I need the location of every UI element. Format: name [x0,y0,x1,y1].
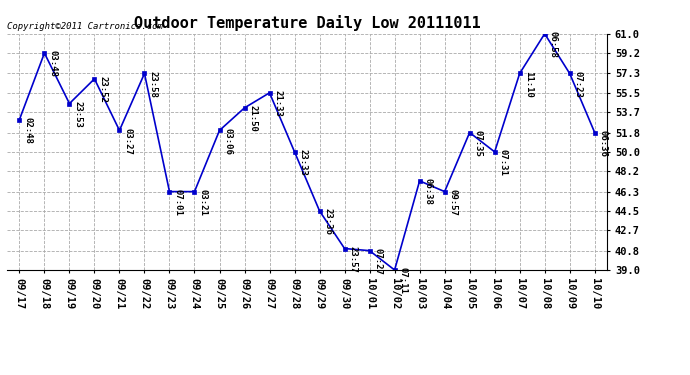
Text: 07:01: 07:01 [174,189,183,216]
Text: 03:48: 03:48 [48,50,57,77]
Text: 03:21: 03:21 [199,189,208,216]
Text: 02:48: 02:48 [23,117,32,144]
Text: 07:11: 07:11 [399,267,408,294]
Text: 03:06: 03:06 [224,128,233,154]
Text: 23:33: 23:33 [299,149,308,176]
Text: Copyright©2011 Cartronics.com: Copyright©2011 Cartronics.com [7,22,163,32]
Text: 23:57: 23:57 [348,246,357,273]
Text: 23:58: 23:58 [148,71,157,98]
Text: 07:27: 07:27 [374,248,383,275]
Text: 23:36: 23:36 [324,208,333,235]
Title: Outdoor Temperature Daily Low 20111011: Outdoor Temperature Daily Low 20111011 [134,15,480,31]
Text: 23:52: 23:52 [99,76,108,103]
Text: 07:35: 07:35 [474,130,483,157]
Text: 21:33: 21:33 [274,90,283,117]
Text: 23:53: 23:53 [74,101,83,128]
Text: 07:31: 07:31 [499,149,508,176]
Text: 06:38: 06:38 [424,178,433,205]
Text: 11:10: 11:10 [524,71,533,98]
Text: 06:36: 06:36 [599,130,608,157]
Text: 09:57: 09:57 [448,189,457,216]
Text: 03:27: 03:27 [124,128,132,154]
Text: 07:23: 07:23 [574,71,583,98]
Text: 21:50: 21:50 [248,105,257,132]
Text: 06:58: 06:58 [549,31,558,58]
